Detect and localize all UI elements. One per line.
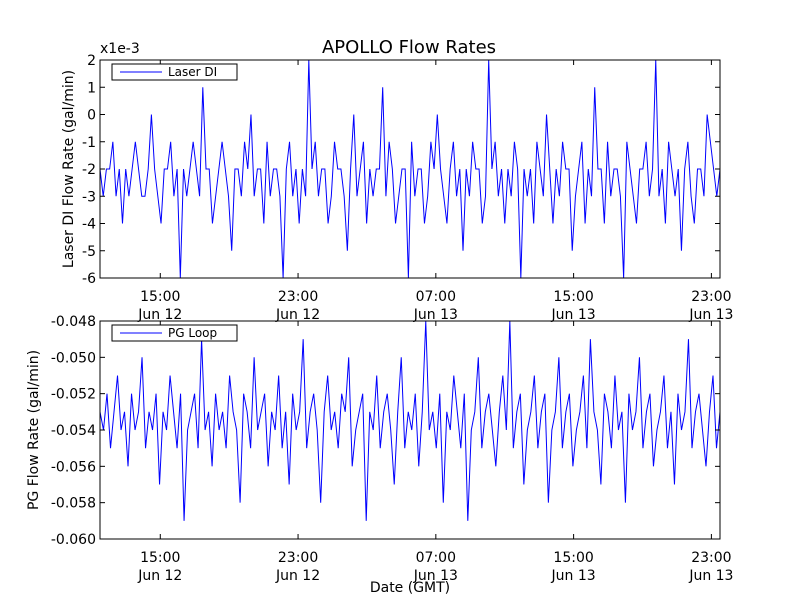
legend-box <box>111 63 238 81</box>
plot-frame <box>99 59 721 279</box>
y-tick-label: -6 <box>82 271 96 287</box>
x-tick-label-date: Jun 12 <box>137 568 182 584</box>
x-tick-label-date: Jun 13 <box>551 568 596 584</box>
x-tick-label-time: 07:00 <box>416 550 456 566</box>
x-tick-label-date: Jun 12 <box>275 307 320 323</box>
x-tick-label-time: 23:00 <box>278 550 318 566</box>
x-tick-label-date: Jun 13 <box>688 307 733 323</box>
y-tick-label: -4 <box>82 217 96 233</box>
y-tick-label: -0.054 <box>51 423 96 439</box>
chart-title: APOLLO Flow Rates <box>322 37 496 58</box>
series-line-pg-loop <box>100 321 720 521</box>
y-tick-label: -0.052 <box>51 387 96 403</box>
x-tick-label-time: 15:00 <box>553 289 593 305</box>
y-tick-label: 0 <box>87 108 96 124</box>
series-line-laser-di <box>100 60 720 278</box>
x-tick-label-time: 23:00 <box>691 289 731 305</box>
y-tick-label: -3 <box>82 189 96 205</box>
y-tick-label: 1 <box>87 80 96 96</box>
laser-di-panel: 2 1 0 -1 -2 -3 -4 -5 -6 15:00 Jun 12 23:00 Jun 12 07:… <box>61 53 733 323</box>
x-tick-label-date: Jun 13 <box>413 568 458 584</box>
x-tick-label-time: 15:00 <box>140 550 180 566</box>
x-tick-label-time: 07:00 <box>416 289 456 305</box>
y-tick-label: -0.050 <box>51 350 96 366</box>
x-tick-label-time: 15:00 <box>553 550 593 566</box>
legend-label: Laser DI <box>168 65 217 79</box>
x-tick-label-time: 23:00 <box>691 550 731 566</box>
y-tick-label: 2 <box>87 53 96 69</box>
x-tick-label-date: Jun 13 <box>551 307 596 323</box>
y-axis-label: Laser DI Flow Rate (gal/min) <box>61 70 77 268</box>
x-tick-label-date: Jun 12 <box>137 307 182 323</box>
y-tick-label: -0.058 <box>51 496 96 512</box>
y-tick-label: -0.056 <box>51 459 96 475</box>
x-tick-label-date: Jun 13 <box>413 307 458 323</box>
offset-text-1: x1e-3 <box>100 41 140 57</box>
y-tick-label: -2 <box>82 162 96 178</box>
plot-frame <box>99 320 721 540</box>
y-tick-label: -0.060 <box>51 532 96 548</box>
x-tick-label-date: Jun 12 <box>275 568 320 584</box>
x-axis-label: Date (GMT) <box>370 580 450 596</box>
legend-label: PG Loop <box>168 326 217 340</box>
pg-loop-panel: -0.048 -0.050 -0.052 -0.054 -0.056 -0.058 -0.0… <box>26 314 733 584</box>
legend-box <box>111 324 238 342</box>
x-tick-label-date: Jun 13 <box>688 568 733 584</box>
y-axis-label: PG Flow Rate (gal/min) <box>26 350 42 510</box>
x-tick-label-time: 23:00 <box>278 289 318 305</box>
y-tick-label: -1 <box>82 135 96 151</box>
x-tick-label-time: 15:00 <box>140 289 180 305</box>
y-tick-label: -5 <box>82 244 96 260</box>
y-tick-label: -0.048 <box>51 314 96 330</box>
